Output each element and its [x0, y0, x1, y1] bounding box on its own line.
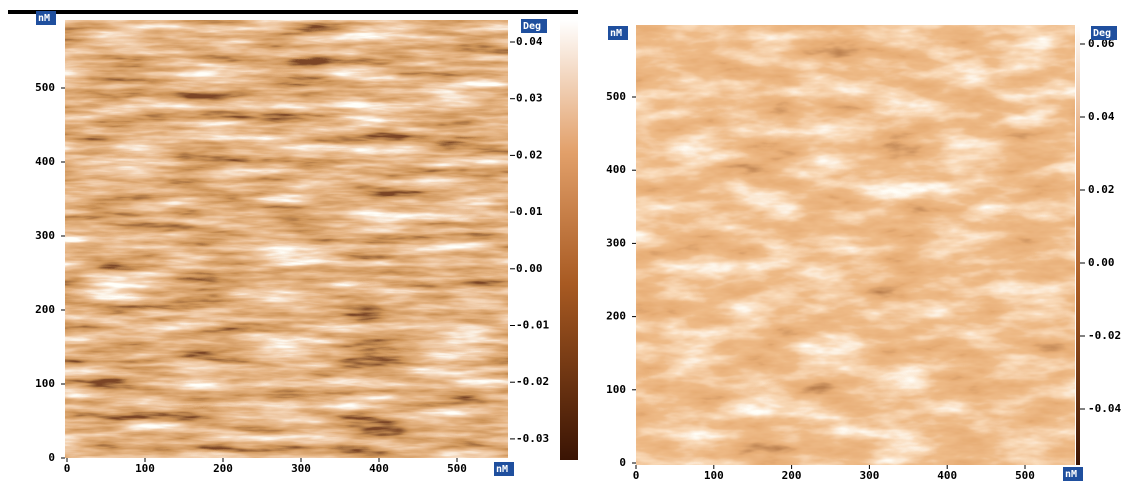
x-tick-label: 300: [291, 462, 311, 475]
y-tick-label: 0: [619, 456, 626, 469]
x-tick-label: 200: [782, 469, 802, 481]
colorbar-tick-label: 0.00: [516, 262, 543, 275]
x-tick-label: 500: [447, 462, 467, 475]
phase-image: [65, 20, 508, 458]
unit-label: Deg: [523, 21, 541, 32]
y-tick-label: 400: [606, 163, 626, 176]
colorbar-tick-label: 0.03: [516, 92, 543, 105]
frame-top: [8, 10, 578, 14]
y-tick-label: 300: [35, 229, 55, 242]
colorbar-tick-label: -0.02: [516, 375, 549, 388]
colorbar-tick-label: -0.03: [516, 432, 549, 445]
screenshot: 500400300200100001002003004005000.040.03…: [0, 0, 1132, 481]
x-tick-label: 0: [64, 462, 71, 475]
y-tick-label: 100: [606, 383, 626, 396]
y-tick-label: 100: [35, 377, 55, 390]
x-tick-label: 400: [937, 469, 957, 481]
colorbar: [1076, 25, 1080, 465]
x-tick-label: 0: [633, 469, 640, 481]
colorbar-tick-label: -0.02: [1088, 329, 1121, 342]
x-tick-label: 100: [135, 462, 155, 475]
colorbar-tick-label: -0.01: [516, 319, 549, 332]
colorbar-tick-label: 0.04: [516, 35, 543, 48]
y-tick-label: 200: [606, 310, 626, 323]
colorbar: [560, 20, 578, 460]
y-tick-label: 300: [606, 236, 626, 249]
x-tick-label: 300: [859, 469, 879, 481]
x-tick-label: 500: [1015, 469, 1035, 481]
colorbar-tick-label: 0.04: [1088, 110, 1115, 123]
y-tick-label: 400: [35, 155, 55, 168]
phase-image: [636, 25, 1075, 465]
colorbar-tick-label: 0.00: [1088, 256, 1115, 269]
y-tick-label: 200: [35, 303, 55, 316]
colorbar-tick-label: 0.01: [516, 205, 543, 218]
y-tick-label: 0: [48, 451, 55, 464]
unit-label: Deg: [1093, 28, 1111, 39]
x-tick-label: 200: [213, 462, 233, 475]
x-tick-label: 400: [369, 462, 389, 475]
colorbar-tick-label: 0.02: [516, 148, 543, 161]
colorbar-tick-label: -0.04: [1088, 402, 1121, 415]
x-tick-label: 100: [704, 469, 724, 481]
unit-label: nM: [38, 13, 50, 24]
y-tick-label: 500: [35, 81, 55, 94]
unit-label: nM: [496, 464, 508, 475]
y-tick-label: 500: [606, 90, 626, 103]
unit-label: nM: [610, 28, 622, 39]
unit-label: nM: [1065, 469, 1077, 480]
colorbar-tick-label: 0.02: [1088, 183, 1115, 196]
